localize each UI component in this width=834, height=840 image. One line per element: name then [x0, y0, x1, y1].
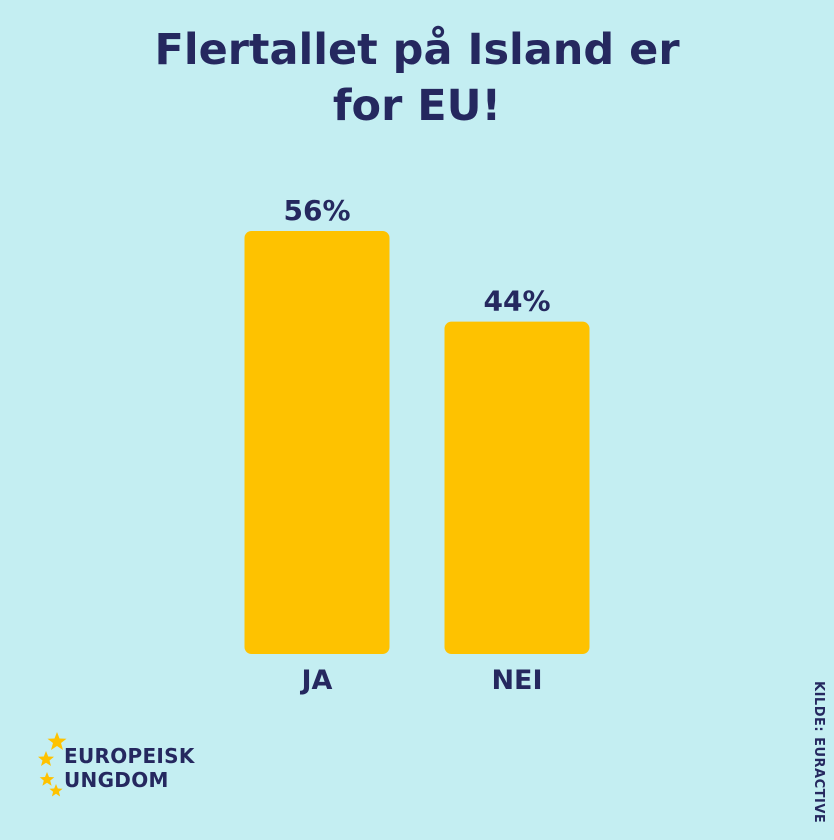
category-label-nei: NEI — [491, 665, 542, 696]
europeisk-ungdom-logo: EUROPEISK UNGDOM — [36, 732, 206, 802]
bar-nei — [444, 321, 590, 654]
source-label: KILDE: EURACTIVE — [811, 681, 826, 824]
value-label-ja: 56% — [283, 194, 350, 227]
category-label-ja: JA — [300, 665, 333, 696]
star-icon — [47, 732, 67, 750]
star-icon — [39, 772, 55, 786]
star-icon — [49, 784, 63, 797]
star-icon — [38, 751, 54, 766]
star-cluster-icon — [38, 732, 67, 797]
logo-text: EUROPEISK UNGDOM — [64, 744, 195, 792]
chart-title: Flertallet på Island er for EU! — [0, 22, 834, 134]
logo-line-2: UNGDOM — [64, 768, 169, 792]
bar-ja — [244, 231, 390, 654]
value-label-nei: 44% — [483, 285, 550, 318]
logo-line-1: EUROPEISK — [64, 744, 195, 768]
chart-title-line-2: for EU! — [332, 81, 502, 131]
chart-title-line-1: Flertallet på Island er — [154, 25, 680, 75]
